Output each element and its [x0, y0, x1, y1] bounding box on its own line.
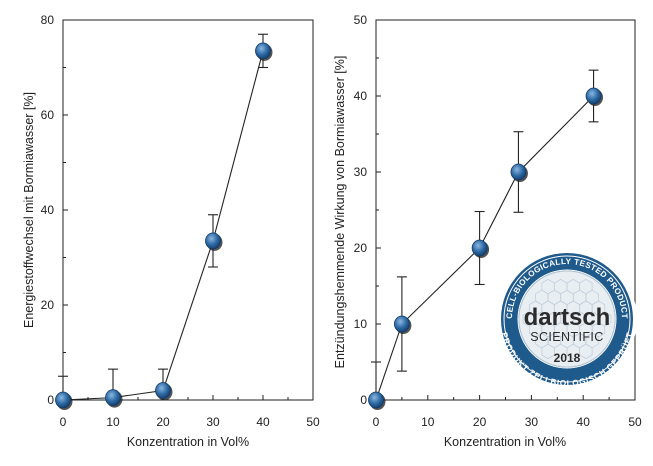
y-axis-ticks: 0 10 20 30 40 50: [354, 13, 381, 407]
y-tick-label: 0: [360, 393, 367, 407]
x-tick-label: 50: [628, 415, 642, 429]
seal-center: [519, 271, 615, 367]
x-tick-label: 10: [421, 415, 435, 429]
data-point: [105, 389, 121, 407]
x-tick-label: 30: [525, 415, 539, 429]
series: [368, 69, 604, 410]
hexagon-pattern-icon: [522, 278, 612, 360]
seal-ring-line: [503, 255, 631, 383]
data-point: [368, 391, 384, 409]
x-tick-label: 30: [206, 415, 220, 429]
x-tick-label: 40: [577, 415, 591, 429]
x-tick-label: 40: [256, 415, 270, 429]
y-tick-label: 20: [354, 241, 368, 255]
y-tick-label: 40: [41, 203, 55, 217]
x-tick-label: 20: [473, 415, 487, 429]
y-axis-title: Entzündungshemmende Wirkung von Bormiawa…: [333, 56, 347, 369]
seal-year: 2018: [554, 351, 581, 365]
x-tick-label: 0: [60, 415, 67, 429]
series: [55, 33, 273, 410]
y-tick-label: 10: [354, 317, 368, 331]
data-point: [55, 391, 71, 409]
x-tick-label: 0: [373, 415, 380, 429]
series-line: [62, 50, 264, 401]
plot-frame: [62, 19, 314, 401]
y-tick-label: 20: [41, 298, 55, 312]
seal-brand-sub: SCIENTIFIC: [530, 330, 603, 344]
x-axis-ticks: 0 10 20 30 40 50: [60, 395, 320, 429]
y-axis-title: Energiestoffwechsel mit Bormiawasser [%]: [22, 92, 36, 328]
dartsch-scientific-seal: CELL-BIOLOGICALLY TESTED PRODUCT PRODUKT…: [497, 249, 637, 389]
data-point: [471, 239, 488, 257]
x-tick-label: 20: [156, 415, 170, 429]
y-axis-ticks: 0 20 40 60 80: [41, 13, 68, 407]
hexagon-cell: [579, 343, 593, 360]
data-point: [255, 42, 271, 60]
seal-center-edge: [518, 270, 616, 368]
data-point: [585, 87, 602, 105]
y-tick-label: 60: [41, 108, 55, 122]
y-tick-label: 0: [47, 393, 54, 407]
data-point: [155, 382, 171, 399]
x-axis-title: Konzentration in Vol%: [127, 435, 249, 449]
seal-ring-line: [517, 269, 617, 369]
x-tick-label: 50: [306, 415, 320, 429]
chart-entzuendungshemmende-wirkung: 0 10 20 30 40 50 0 10 20 30 40 50 Konzentration in…: [333, 13, 642, 449]
y-tick-label: 40: [354, 89, 368, 103]
seal-brand: dartsch: [524, 304, 611, 331]
data-point: [205, 232, 221, 250]
y-tick-label: 50: [354, 13, 368, 27]
x-tick-label: 10: [106, 415, 120, 429]
data-point: [393, 315, 410, 333]
x-axis-ticks: 0 10 20 30 40 50: [373, 395, 642, 429]
y-tick-label: 80: [41, 13, 55, 27]
data-point: [510, 163, 527, 181]
x-axis-title: Konzentration in Vol%: [444, 435, 566, 449]
y-tick-label: 30: [354, 165, 368, 179]
chart-energiestoffwechsel: 0 10 20 30 40 50 0 20 40 60 80 Konzentration in V…: [22, 13, 320, 449]
